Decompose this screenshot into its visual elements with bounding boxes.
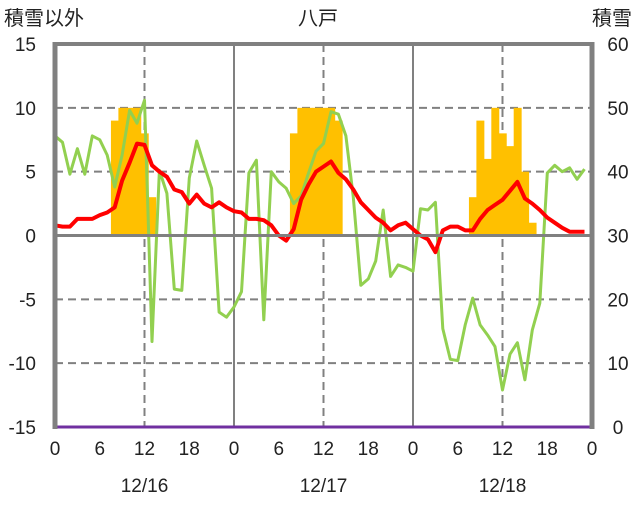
date-label: 12/18 <box>479 476 527 497</box>
axes <box>52 42 595 429</box>
snow-bar <box>468 197 477 236</box>
snow-bar <box>148 197 157 236</box>
snow-bar <box>118 107 127 236</box>
x-tick-label: 6 <box>273 439 284 460</box>
right-tick-label: 40 <box>607 163 628 184</box>
x-tick-label: 0 <box>229 439 240 460</box>
right-axis-label: 積雪 <box>592 7 632 30</box>
snow-bar <box>498 133 507 236</box>
x-tick-label: 6 <box>94 439 105 460</box>
snow-bar <box>327 107 336 236</box>
right-tick-label: 60 <box>607 35 628 56</box>
snow-bar <box>289 133 298 236</box>
left-tick-label: 5 <box>25 163 36 184</box>
x-tick-label: 12 <box>492 439 513 460</box>
snow-bar <box>110 120 119 236</box>
x-tick-label: 6 <box>452 439 463 460</box>
red-series-line <box>54 141 585 255</box>
x-tick-label: 18 <box>358 439 379 460</box>
snow-bar <box>319 107 328 236</box>
snow-bar <box>125 107 134 236</box>
left-tick-label: 0 <box>25 227 36 248</box>
snow-bar <box>483 158 492 236</box>
snow-bar <box>521 171 530 236</box>
snow-bars <box>110 107 537 236</box>
left-tick-label: 15 <box>15 35 36 56</box>
x-tick-label: 18 <box>537 439 558 460</box>
snow-bar <box>476 120 485 236</box>
right-tick-label: 20 <box>607 290 628 311</box>
snow-bar <box>297 107 306 236</box>
series-lines <box>54 98 592 429</box>
x-tick-label: 0 <box>50 439 61 460</box>
left-tick-label: 10 <box>15 99 36 120</box>
right-tick-label: 50 <box>607 99 628 120</box>
snow-bar <box>491 107 500 236</box>
snow-bar <box>528 222 537 236</box>
snow-bar <box>334 120 343 236</box>
x-tick-label: 0 <box>408 439 419 460</box>
snow-bar <box>133 107 142 236</box>
snow-bar <box>140 133 149 236</box>
left-tick-label: -5 <box>19 290 36 311</box>
left-tick-label: -10 <box>9 354 36 375</box>
chart-title: 八戸 <box>298 8 338 30</box>
date-label: 12/17 <box>300 476 348 497</box>
green-series-line <box>54 98 586 392</box>
date-label: 12/16 <box>121 476 169 497</box>
snow-bar <box>513 107 522 236</box>
left-tick-label: -15 <box>9 418 36 439</box>
x-tick-label: 0 <box>587 439 598 460</box>
right-tick-label: 10 <box>607 354 628 375</box>
right-tick-label: 30 <box>607 227 628 248</box>
x-tick-label: 18 <box>179 439 200 460</box>
x-tick-label: 12 <box>134 439 155 460</box>
x-tick-label: 12 <box>313 439 334 460</box>
right-tick-label: 0 <box>613 418 624 439</box>
left-axis-label: 積雪以外 <box>4 7 84 30</box>
